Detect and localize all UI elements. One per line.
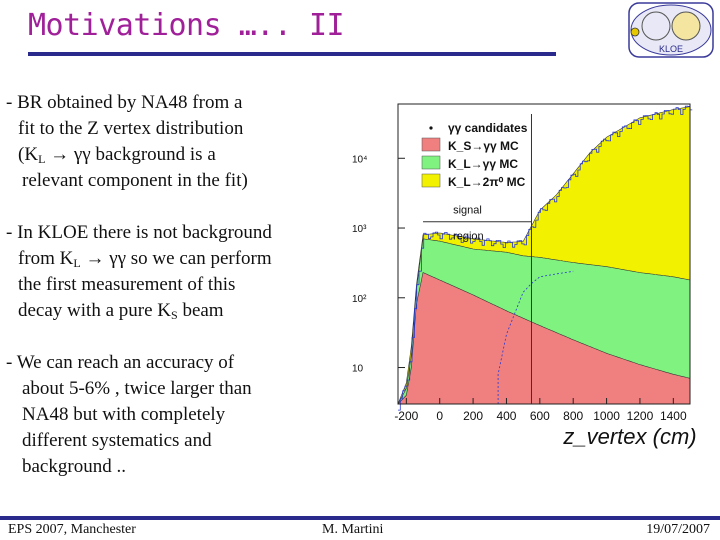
bullet-line: fit to the Z vertex distribution <box>18 118 244 139</box>
legend-swatch <box>421 173 441 188</box>
legend-label: K_L→2π⁰ MC <box>448 175 526 189</box>
x-tick-label: 1000 <box>593 409 620 423</box>
bullet-line: - BR obtained by NA48 from a <box>6 92 243 113</box>
zvertex-chart: -200 0 200 400 600 800 1000 1200 1400 10 10² 10³ 10⁴… <box>352 96 698 449</box>
x-tick-label: 200 <box>463 409 483 423</box>
candidates-histogram <box>398 105 693 411</box>
legend-marker <box>429 126 433 130</box>
bullet-kloe-background: - In KLOE there is not background from K… <box>6 220 272 324</box>
x-tick-label: -200 <box>394 409 418 423</box>
bullet-accuracy: - We can reach an accuracy of about 5-6%… <box>6 350 252 480</box>
footer-date: 19/07/2007 <box>646 522 710 537</box>
x-tick-label: 0 <box>436 409 443 423</box>
kloe-logo: KLOE <box>628 2 714 58</box>
signal-histogram <box>497 270 574 405</box>
x-tick-label: 1200 <box>627 409 654 423</box>
signal-label: signal <box>453 205 482 217</box>
plot-frame <box>397 103 691 405</box>
area-ks-gg <box>397 272 691 405</box>
bullet-line: different systematics and <box>22 430 212 451</box>
legend-label: K_L→γγ MC <box>448 157 518 171</box>
bullet-line: relevant component in the fit) <box>22 170 248 191</box>
x-tick-label: 600 <box>530 409 550 423</box>
legend-label: K_S→γγ MC <box>448 139 519 153</box>
bullet-line: background .. <box>22 456 126 477</box>
logo-face-left-icon <box>641 11 671 41</box>
bullet-line: about 5-6% , twice larger than <box>22 378 252 399</box>
x-axis-title: z_vertex (cm) <box>562 424 696 449</box>
bullet-line: - In KLOE there is not background <box>6 222 272 243</box>
bullet-line: from KL → γγ so we can perform <box>18 248 272 270</box>
footer-author: M. Martini <box>322 522 384 537</box>
bullet-line: decay with a pure KS beam <box>18 300 224 322</box>
slide-title: Motivations ….. II <box>28 8 345 43</box>
bullet-na48: - BR obtained by NA48 from a fit to the … <box>6 90 248 194</box>
x-tick-label: 400 <box>496 409 516 423</box>
bullet-line: NA48 but with completely <box>22 404 226 425</box>
title-underline <box>28 52 556 56</box>
y-tick-label: 10² <box>352 294 367 305</box>
x-tick-label: 800 <box>563 409 583 423</box>
y-tick-label: 10⁴ <box>352 154 367 165</box>
legend-swatch <box>421 155 441 170</box>
bullet-line: - We can reach an accuracy of <box>6 352 235 373</box>
logo-text: KLOE <box>659 44 683 54</box>
legend-swatch <box>421 137 441 152</box>
footer-conference: EPS 2007, Manchester <box>8 522 136 537</box>
bullet-line: the first measurement of this <box>18 274 236 295</box>
region-label: region <box>453 231 484 243</box>
logo-face-right-icon <box>671 11 701 41</box>
y-tick-label: 10³ <box>352 224 367 235</box>
legend-label: γγ candidates <box>448 121 528 135</box>
bullet-line: (KL → γγ background is a <box>18 144 216 166</box>
footer-rule <box>0 516 720 520</box>
y-tick-label: 10 <box>352 364 364 375</box>
x-tick-label: 1400 <box>660 409 687 423</box>
